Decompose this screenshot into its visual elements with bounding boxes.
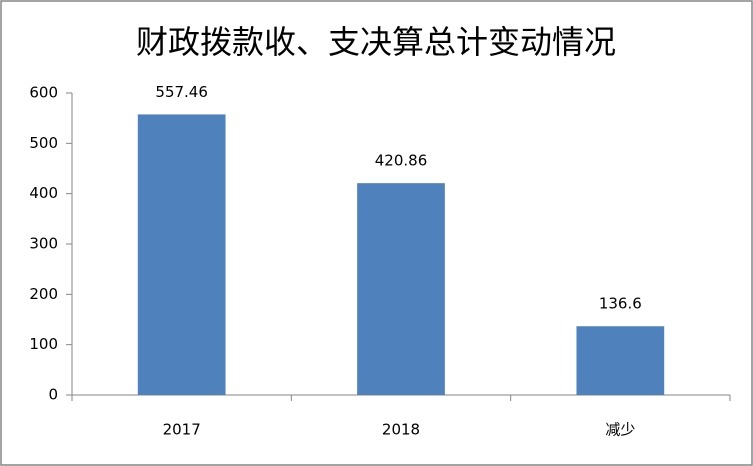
y-tick-label: 300 — [29, 235, 58, 253]
y-tick-label: 600 — [29, 84, 58, 102]
y-tick-label: 100 — [29, 335, 58, 353]
data-label: 420.86 — [375, 152, 428, 170]
chart-title: 财政拨款收、支决算总计变动情况 — [136, 23, 616, 61]
bar — [357, 183, 445, 395]
y-tick-label: 500 — [29, 134, 58, 152]
y-tick-label: 0 — [48, 386, 58, 404]
bar — [137, 114, 226, 395]
bar — [576, 326, 665, 395]
x-tick-label: 2018 — [382, 421, 420, 439]
x-tick-label: 2017 — [163, 421, 201, 439]
data-label: 136.6 — [599, 295, 642, 313]
data-label: 557.46 — [155, 83, 208, 101]
x-tick-label: 减少 — [605, 421, 635, 439]
y-tick-label: 200 — [29, 285, 58, 303]
y-tick-label: 400 — [29, 184, 58, 202]
